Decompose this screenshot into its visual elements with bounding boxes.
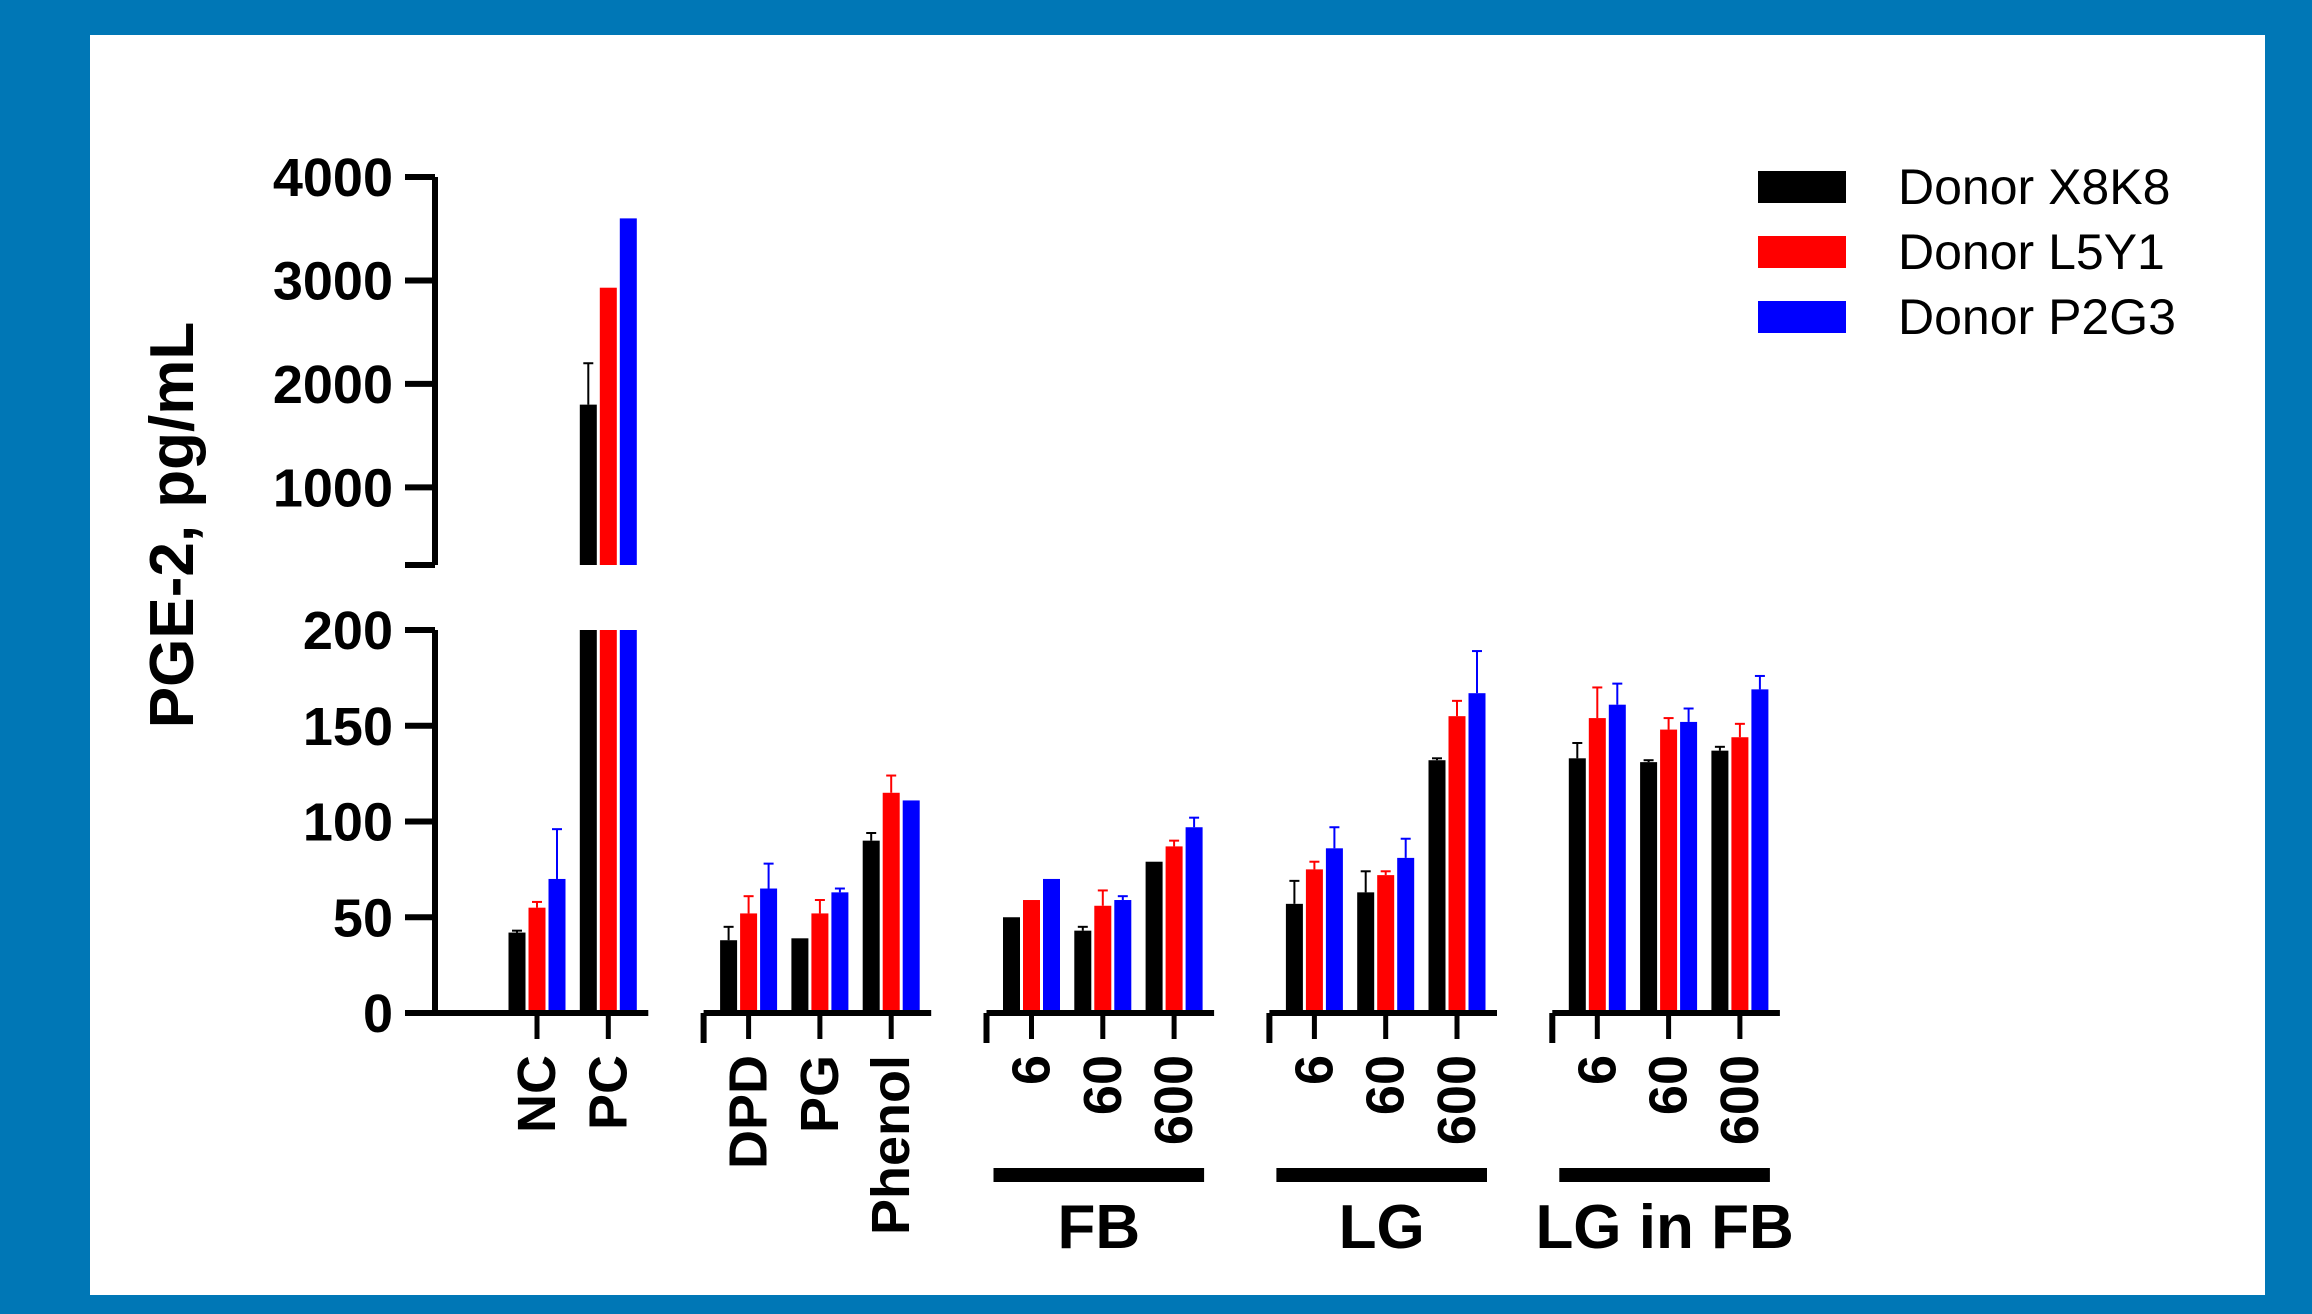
x-tick-label: 6: [1002, 1055, 1062, 1085]
x-tick-label: PC: [578, 1055, 638, 1130]
group-label: LG in FB: [1535, 1193, 1793, 1262]
axes-layer: [405, 174, 1780, 1182]
y-tick-label: 50: [333, 888, 393, 948]
bar: [619, 630, 637, 1013]
bar: [1165, 846, 1183, 1013]
y-tick-label: 3000: [273, 251, 393, 311]
bar: [1608, 704, 1626, 1013]
bar: [791, 938, 809, 1013]
bar: [1568, 758, 1586, 1013]
group-label: LG: [1339, 1193, 1425, 1262]
x-tick-label: 6: [1284, 1055, 1344, 1085]
bar: [1305, 869, 1323, 1013]
x-tick-label: Phenol: [861, 1055, 921, 1235]
bar: [1448, 716, 1466, 1013]
bar: [1731, 737, 1749, 1013]
x-tick-label: 600: [1427, 1055, 1487, 1145]
legend-swatch: [1758, 301, 1846, 333]
x-tick-label: 600: [1710, 1055, 1770, 1145]
x-tick-label: NC: [507, 1055, 567, 1133]
bar: [811, 913, 829, 1013]
x-tick-label: DPD: [719, 1055, 779, 1169]
y-tick-label: 100: [303, 793, 393, 853]
x-tick-label: 60: [1356, 1055, 1416, 1115]
bar: [579, 630, 597, 1013]
bar: [1660, 729, 1678, 1013]
bar: [1003, 917, 1020, 1013]
y-tick-label: 150: [303, 697, 393, 757]
bar: [720, 940, 738, 1013]
bar: [1023, 900, 1040, 1013]
bar: [831, 892, 849, 1013]
x-tick-label: 60: [1639, 1055, 1699, 1115]
bar: [1377, 875, 1395, 1013]
bar: [1094, 905, 1112, 1013]
y-tick-label: 2000: [273, 355, 393, 415]
bar: [1397, 857, 1415, 1013]
y-tick-label: 200: [303, 601, 393, 661]
bar: [1428, 760, 1446, 1013]
bar: [1185, 827, 1203, 1013]
x-tick-label: 6: [1567, 1055, 1627, 1085]
legend-swatch: [1758, 236, 1846, 268]
bar: [902, 800, 920, 1013]
bar: [1711, 750, 1729, 1013]
pge2-bar-chart: 0 50 100 150 200 1000 2000 3000 4000 PGE-2, pg/mL…: [138, 148, 2176, 1262]
bar: [1640, 762, 1658, 1013]
bar: [579, 404, 597, 565]
labels-layer: 0 50 100 150 200 1000 2000 3000 4000 PGE-2, pg/mL…: [138, 148, 1794, 1262]
bar: [1468, 693, 1486, 1013]
x-tick-label: PG: [790, 1055, 850, 1133]
bar: [1751, 689, 1769, 1013]
legend-label: Donor P2G3: [1898, 289, 2176, 345]
bar: [1357, 892, 1375, 1013]
bar: [1325, 848, 1343, 1013]
y-tick-label: 1000: [273, 458, 393, 518]
y-tick-label: 0: [363, 984, 393, 1044]
y-tick-label: 4000: [273, 148, 393, 208]
bar: [882, 792, 900, 1013]
bar: [599, 630, 617, 1013]
bar: [599, 287, 617, 565]
bars-layer: [508, 218, 1769, 1013]
bar: [1588, 718, 1606, 1013]
bar: [548, 878, 566, 1013]
bar: [1074, 930, 1092, 1013]
x-tick-label: 60: [1073, 1055, 1133, 1115]
legend-label: Donor L5Y1: [1898, 224, 2165, 280]
legend: Donor X8K8 Donor L5Y1 Donor P2G3: [1758, 159, 2176, 345]
bar: [1285, 903, 1303, 1013]
bar: [740, 913, 758, 1013]
legend-label: Donor X8K8: [1898, 159, 2170, 215]
bar: [1145, 861, 1163, 1013]
group-label: FB: [1057, 1193, 1140, 1262]
x-tick-label: 600: [1144, 1055, 1204, 1145]
bar: [619, 218, 637, 566]
figure-panel: 0 50 100 150 200 1000 2000 3000 4000 PGE-2, pg/mL…: [90, 35, 2265, 1295]
bar: [760, 888, 778, 1013]
bar: [1043, 878, 1060, 1013]
bar: [1680, 721, 1698, 1013]
bar: [528, 907, 546, 1013]
bar: [1114, 900, 1132, 1013]
bar: [862, 840, 880, 1013]
bar: [508, 932, 526, 1013]
y-axis-title: PGE-2, pg/mL: [138, 322, 207, 728]
legend-swatch: [1758, 171, 1846, 203]
